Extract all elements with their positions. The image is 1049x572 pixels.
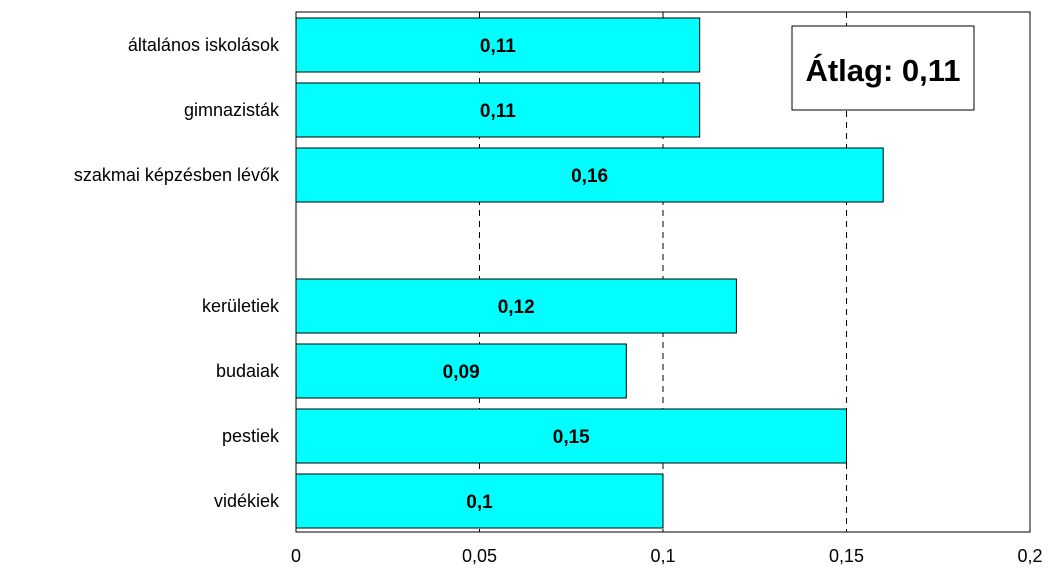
bars: 0,11 0,11 0,16 0,12 0,09 0,15 0,1 — [295, 17, 884, 529]
x-tick-label: 0,1 — [650, 546, 675, 566]
bar-value-label: 0,11 — [480, 101, 516, 122]
category-label: vidékiek — [214, 491, 280, 511]
bar — [295, 17, 701, 73]
bar-value-label: 0,12 — [498, 297, 535, 318]
category-label: gimnazisták — [184, 100, 280, 120]
average-annotation: Átlag: 0,11 — [791, 25, 975, 111]
bar — [295, 343, 627, 399]
category-label: általános iskolások — [128, 35, 280, 55]
category-label: pestiek — [222, 426, 280, 446]
x-axis-ticks: 0 0,05 0,1 0,15 0,2 — [291, 546, 1043, 566]
plot-area-frame — [295, 11, 1031, 533]
bar-value-label: 0,1 — [466, 492, 493, 513]
x-tick-label: 0 — [291, 546, 301, 566]
bar-value-label: 0,09 — [443, 362, 480, 383]
bar-value-label: 0,15 — [553, 427, 590, 448]
x-tick-label: 0,05 — [462, 546, 497, 566]
bar-value-label: 0,11 — [480, 36, 516, 57]
average-label: Átlag: 0,11 — [805, 53, 960, 88]
bar — [295, 147, 884, 203]
category-labels: általános iskolások gimnazisták szakmai ké… — [74, 35, 280, 511]
category-label: szakmai képzésben lévők — [74, 165, 280, 185]
bar — [295, 408, 847, 464]
bar — [295, 82, 701, 138]
bar — [295, 473, 664, 529]
bar-value-label: 0,16 — [571, 166, 608, 187]
bar — [295, 278, 737, 334]
category-label: kerületiek — [202, 296, 280, 316]
average-box — [791, 25, 975, 111]
x-tick-label: 0,2 — [1017, 546, 1042, 566]
x-tick-label: 0,15 — [829, 546, 864, 566]
category-label: budaiak — [216, 361, 280, 381]
